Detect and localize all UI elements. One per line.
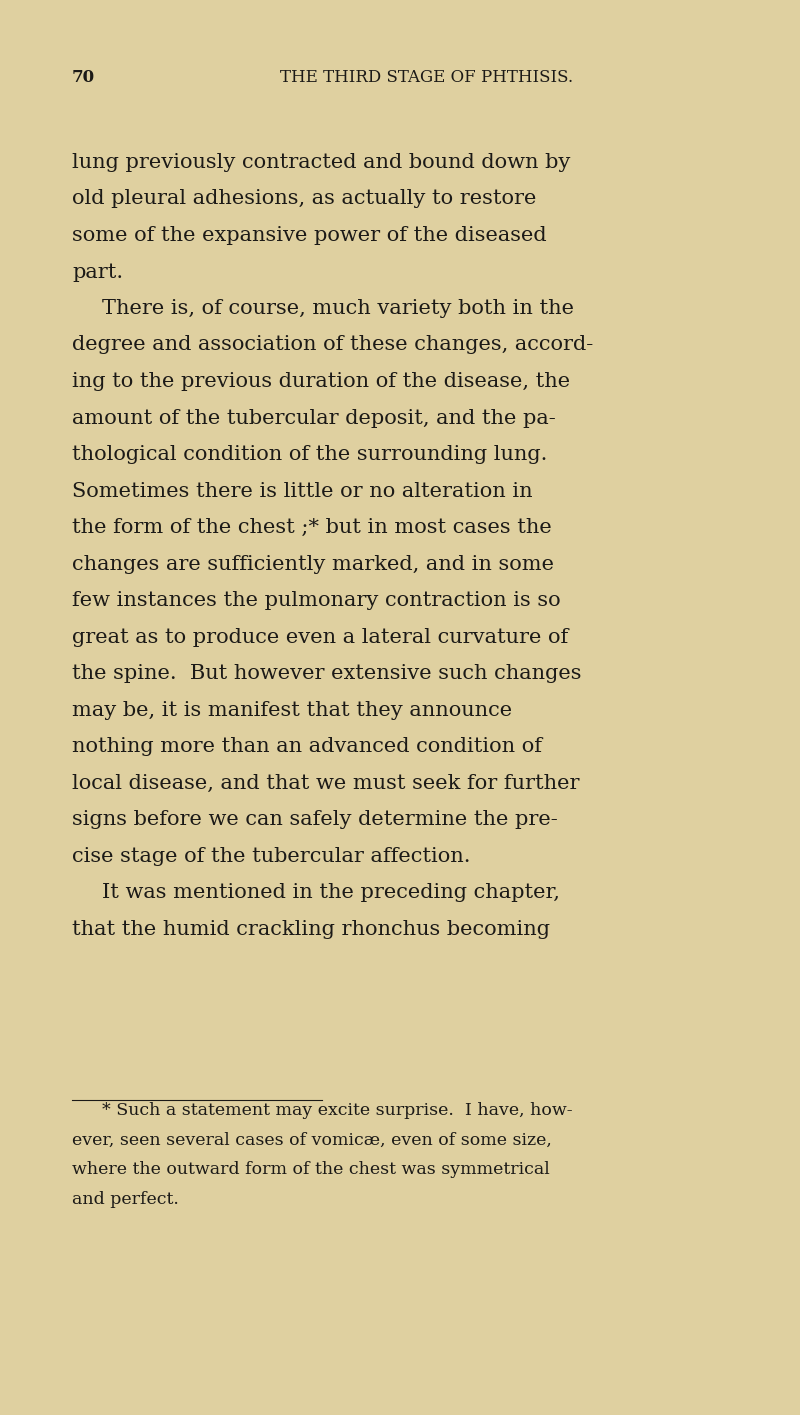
Text: few instances the pulmonary contraction is so: few instances the pulmonary contraction … <box>72 591 561 610</box>
Text: ever, seen several cases of vomicæ, even of some size,: ever, seen several cases of vomicæ, even… <box>72 1132 552 1149</box>
Text: old pleural adhesions, as actually to restore: old pleural adhesions, as actually to re… <box>72 190 536 208</box>
Text: cise stage of the tubercular affection.: cise stage of the tubercular affection. <box>72 846 470 866</box>
Text: amount of the tubercular deposit, and the pa-: amount of the tubercular deposit, and th… <box>72 409 556 427</box>
Text: that the humid crackling rhonchus becoming: that the humid crackling rhonchus becomi… <box>72 920 550 938</box>
Text: changes are sufficiently marked, and in some: changes are sufficiently marked, and in … <box>72 555 554 573</box>
Text: degree and association of these changes, accord-: degree and association of these changes,… <box>72 335 594 355</box>
Text: lung previously contracted and bound down by: lung previously contracted and bound dow… <box>72 153 570 173</box>
Text: ing to the previous duration of the disease, the: ing to the previous duration of the dise… <box>72 372 570 391</box>
Text: and perfect.: and perfect. <box>72 1190 179 1207</box>
Text: where the outward form of the chest was symmetrical: where the outward form of the chest was … <box>72 1160 550 1179</box>
Text: It was mentioned in the preceding chapter,: It was mentioned in the preceding chapte… <box>102 883 560 901</box>
Text: the spine.  But however extensive such changes: the spine. But however extensive such ch… <box>72 664 582 683</box>
Text: part.: part. <box>72 263 123 282</box>
Text: * Such a statement may excite surprise.  I have, how-: * Such a statement may excite surprise. … <box>102 1102 573 1119</box>
Text: Sometimes there is little or no alteration in: Sometimes there is little or no alterati… <box>72 481 533 501</box>
Text: 70: 70 <box>72 69 95 86</box>
Text: nothing more than an advanced condition of: nothing more than an advanced condition … <box>72 737 542 756</box>
Text: thological condition of the surrounding lung.: thological condition of the surrounding … <box>72 444 547 464</box>
Text: signs before we can safely determine the pre-: signs before we can safely determine the… <box>72 809 558 829</box>
Text: the form of the chest ;* but in most cases the: the form of the chest ;* but in most cas… <box>72 518 552 538</box>
Text: some of the expansive power of the diseased: some of the expansive power of the disea… <box>72 226 546 245</box>
Text: local disease, and that we must seek for further: local disease, and that we must seek for… <box>72 774 579 792</box>
Text: may be, it is manifest that they announce: may be, it is manifest that they announc… <box>72 700 512 719</box>
Text: THE THIRD STAGE OF PHTHISIS.: THE THIRD STAGE OF PHTHISIS. <box>280 69 573 86</box>
Text: great as to produce even a lateral curvature of: great as to produce even a lateral curva… <box>72 627 568 647</box>
Text: There is, of course, much variety both in the: There is, of course, much variety both i… <box>102 299 574 318</box>
